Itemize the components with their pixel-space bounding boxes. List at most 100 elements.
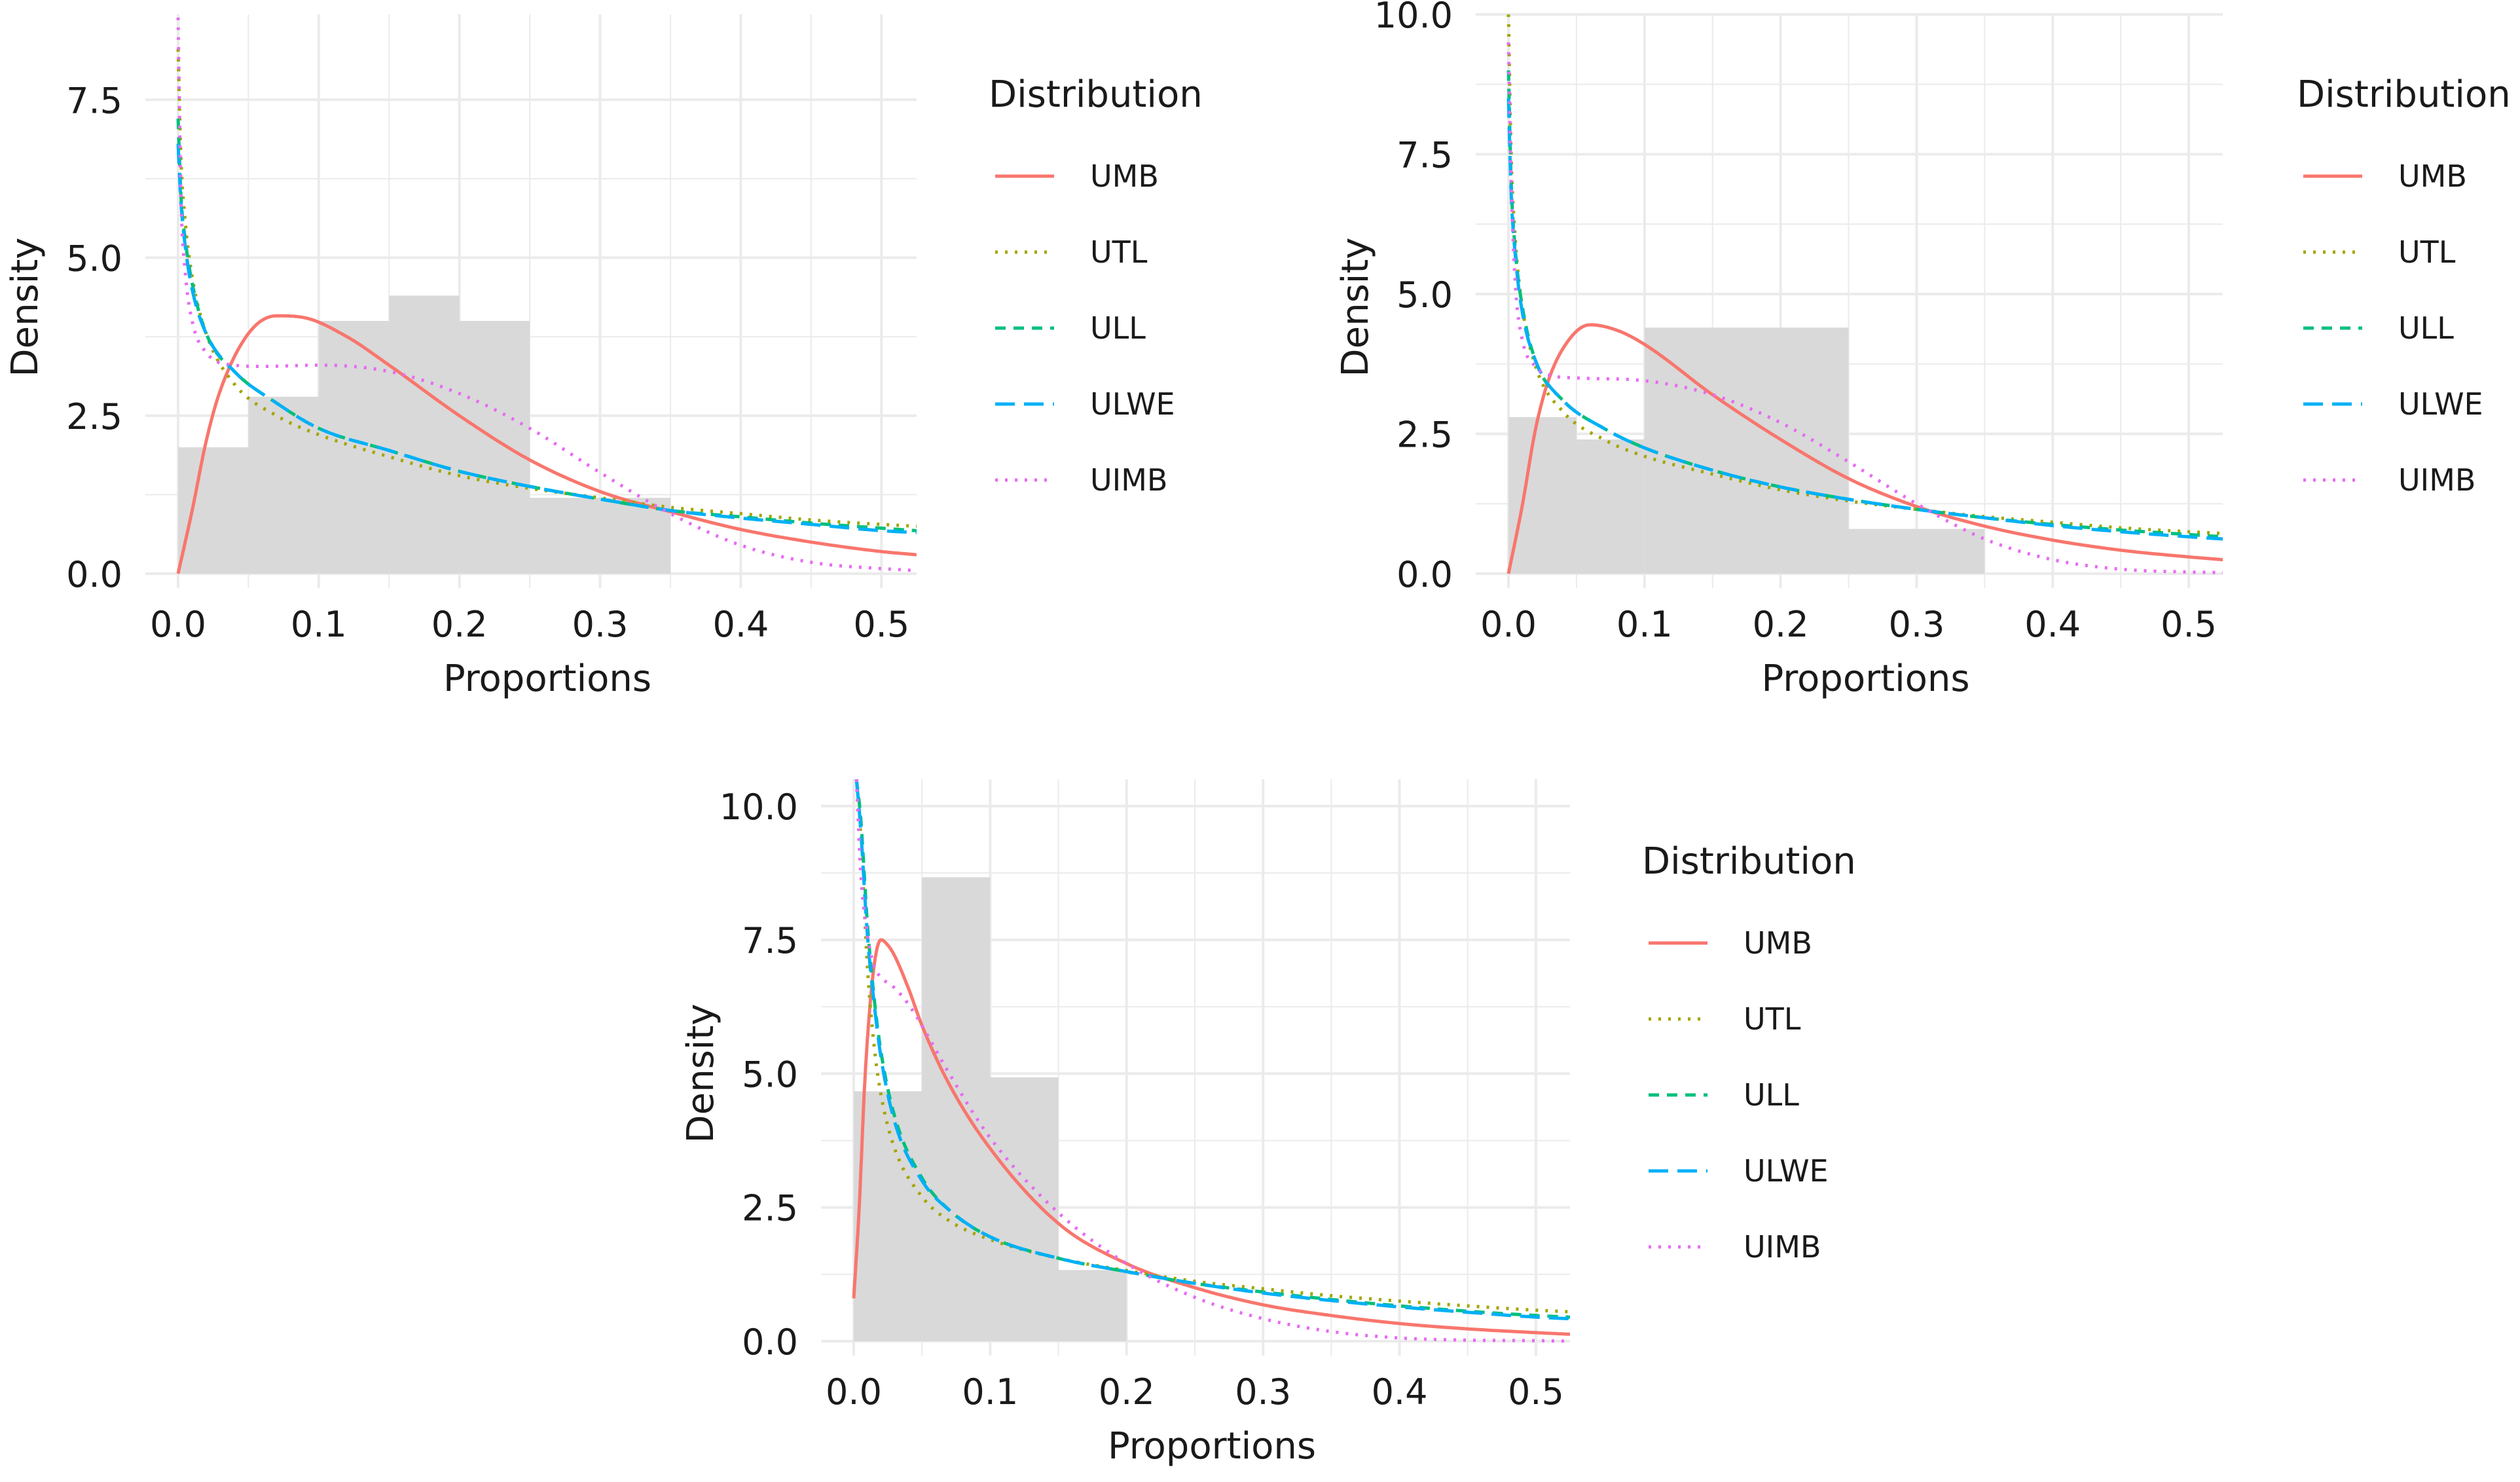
legend-label-ulwe: ULWE (1744, 1153, 1829, 1189)
curve-utl (1507, 14, 2223, 535)
x-tick-label: 0.5 (853, 604, 909, 645)
histogram-bar (459, 321, 530, 574)
density-panel-3: 0.0 2.5 5.0 7.5 10.0 0.0 0.1 0.2 0.3 0.4 0.5 Prop… (680, 779, 1856, 1468)
y-tick-label: 10.0 (1374, 0, 1453, 36)
y-tick-label: 7.5 (1397, 135, 1453, 176)
legend-label-ull: ULL (1090, 310, 1146, 346)
x-tick-label: 0.4 (1372, 1371, 1428, 1413)
histogram-bar (1576, 439, 1645, 574)
y-tick-label: 2.5 (66, 396, 122, 437)
curve-uimb (176, 17, 917, 572)
legend-label-utl: UTL (1090, 234, 1148, 270)
panel-2-legend-title: Distribution (2297, 73, 2511, 116)
legend-label-umb: UMB (1090, 158, 1159, 194)
curve-ull (1507, 70, 2223, 539)
panel-3-y-tick-labels: 0.0 2.5 5.0 7.5 10.0 (720, 787, 798, 1363)
x-tick-label: 0.0 (150, 604, 206, 645)
density-panel-2: 0.0 2.5 5.0 7.5 10.0 0.0 0.1 0.2 0.3 0.4 0.5 Prop… (1334, 0, 2511, 700)
histogram-bar (1780, 327, 1849, 574)
histogram-bar (178, 447, 249, 574)
panel-3-curves (852, 779, 1570, 1343)
y-tick-label: 0.0 (1397, 554, 1453, 595)
legend-label-ull: ULL (2398, 310, 2454, 346)
panel-3-legend: Distribution UMB UTL ULL ULWE UIMB (1642, 840, 1856, 1265)
y-tick-label: 5.0 (66, 238, 122, 280)
panel-1-x-axis-title: Proportions (443, 658, 651, 700)
legend-label-ull: ULL (1744, 1077, 1799, 1113)
panel-1-x-tick-labels: 0.0 0.1 0.2 0.3 0.4 0.5 (150, 604, 909, 645)
y-tick-label: 0.0 (742, 1322, 798, 1363)
x-tick-label: 0.4 (712, 604, 769, 645)
x-tick-label: 0.3 (1888, 604, 1945, 645)
x-tick-label: 0.1 (291, 604, 347, 645)
x-tick-label: 0.3 (1235, 1371, 1291, 1413)
panel-2-y-tick-labels: 0.0 2.5 5.0 7.5 10.0 (1374, 0, 1453, 595)
panel-1-legend: Distribution UMB UTL ULL ULWE UIMB (989, 73, 1203, 498)
panel-3-x-axis-title: Proportions (1108, 1425, 1316, 1468)
curve-ulwe (854, 779, 1570, 1321)
panel-3-y-axis-title: Density (680, 1004, 722, 1143)
y-tick-label: 5.0 (742, 1054, 798, 1095)
histogram-bar (248, 396, 319, 574)
legend-label-utl: UTL (1744, 1001, 1801, 1037)
x-tick-label: 0.1 (1616, 604, 1673, 645)
legend-label-uimb: UIMB (2398, 462, 2475, 498)
panel-2-histogram (1508, 327, 1985, 574)
x-tick-label: 0.2 (431, 604, 488, 645)
panel-3-x-tick-labels: 0.0 0.1 0.2 0.3 0.4 0.5 (826, 1371, 1564, 1413)
histogram-bar (990, 1077, 1059, 1341)
legend-label-ulwe: ULWE (1090, 386, 1175, 422)
curve-ulwe (1507, 98, 2223, 541)
x-tick-label: 0.5 (2161, 604, 2217, 645)
histogram-bar (1508, 417, 1577, 574)
histogram-bar (1058, 1270, 1127, 1341)
panel-1-y-axis-title: Density (4, 238, 46, 377)
histogram-bar (854, 1091, 922, 1341)
panel-1-y-tick-labels: 0.0 2.5 5.0 7.5 (66, 80, 122, 595)
curve-ulwe (176, 143, 917, 534)
panel-2-x-axis-title: Proportions (1761, 658, 1969, 700)
histogram-bar (1848, 528, 1917, 574)
x-tick-label: 0.1 (962, 1371, 1018, 1413)
x-tick-label: 0.4 (2024, 604, 2081, 645)
y-tick-label: 7.5 (66, 80, 122, 121)
histogram-bar (1916, 528, 1985, 574)
curve-umb (176, 314, 917, 574)
y-tick-label: 7.5 (742, 920, 798, 961)
x-tick-label: 0.2 (1099, 1371, 1155, 1413)
legend-label-utl: UTL (2398, 234, 2456, 270)
curve-utl (854, 779, 1570, 1314)
panel-1-histogram (178, 295, 670, 574)
y-tick-label: 0.0 (66, 554, 122, 595)
x-tick-label: 0.5 (1508, 1371, 1564, 1413)
x-tick-label: 0.0 (1480, 604, 1537, 645)
legend-label-uimb: UIMB (1090, 462, 1167, 498)
panel-1-curves (176, 17, 917, 574)
panel-2-x-tick-labels: 0.0 0.1 0.2 0.3 0.4 0.5 (1480, 604, 2217, 645)
histogram-bar (530, 498, 600, 574)
histogram-bar (389, 295, 460, 574)
panel-3-legend-title: Distribution (1642, 840, 1856, 883)
histogram-bar (922, 877, 991, 1341)
curve-uimb (1507, 42, 2223, 574)
panel-3-histogram (854, 877, 1127, 1341)
y-tick-label: 10.0 (720, 787, 798, 828)
density-panel-1: 0.0 2.5 5.0 7.5 0.0 0.1 0.2 0.3 0.4 0.5 Proporti… (4, 14, 1203, 700)
y-tick-label: 5.0 (1397, 274, 1453, 316)
curve-umb (1507, 323, 2223, 574)
panel-2-curves (1507, 14, 2223, 574)
x-tick-label: 0.3 (572, 604, 629, 645)
legend-label-uimb: UIMB (1744, 1229, 1821, 1265)
panel-1-legend-title: Distribution (989, 73, 1203, 116)
legend-label-umb: UMB (1744, 925, 1812, 961)
y-tick-label: 2.5 (742, 1188, 798, 1229)
legend-label-ulwe: ULWE (2398, 386, 2483, 422)
curve-uimb (854, 779, 1570, 1343)
histogram-bar (1712, 327, 1781, 574)
legend-label-umb: UMB (2398, 158, 2467, 194)
panel-2-grid (1476, 13, 2223, 588)
panel-2-y-axis-title: Density (1334, 238, 1377, 377)
x-tick-label: 0.2 (1753, 604, 1809, 645)
